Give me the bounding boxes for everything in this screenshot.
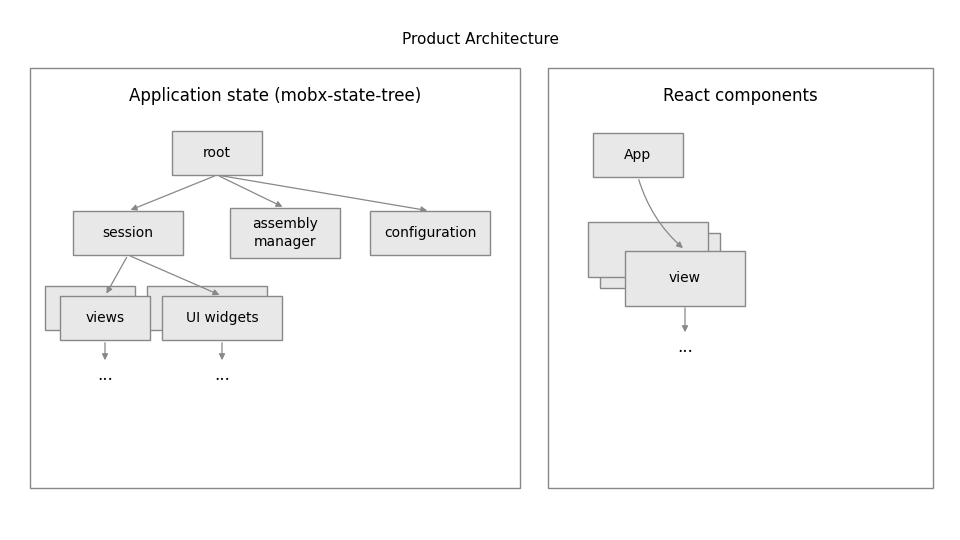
Text: App: App: [624, 148, 652, 162]
Bar: [172, 131, 262, 175]
Text: view: view: [669, 271, 701, 285]
Bar: [162, 296, 282, 340]
Text: ...: ...: [677, 340, 693, 356]
Text: assembly
manager: assembly manager: [252, 217, 318, 248]
Bar: [548, 68, 933, 488]
Text: configuration: configuration: [384, 226, 476, 240]
Bar: [60, 296, 150, 340]
Text: root: root: [203, 146, 231, 160]
Text: session: session: [103, 226, 154, 240]
Text: Application state (mobx-state-tree): Application state (mobx-state-tree): [129, 87, 421, 105]
Bar: [625, 251, 745, 306]
Text: ...: ...: [214, 367, 229, 383]
Bar: [73, 211, 183, 255]
Text: UI widgets: UI widgets: [185, 311, 258, 325]
Bar: [147, 286, 267, 330]
Text: ...: ...: [97, 367, 113, 383]
Text: React components: React components: [663, 87, 818, 105]
Bar: [593, 133, 683, 177]
Bar: [600, 233, 720, 287]
Bar: [370, 211, 490, 255]
Bar: [30, 68, 520, 488]
Bar: [45, 286, 135, 330]
Bar: [588, 221, 708, 276]
Text: Product Architecture: Product Architecture: [401, 32, 559, 48]
Text: views: views: [85, 311, 125, 325]
Bar: [230, 208, 340, 258]
